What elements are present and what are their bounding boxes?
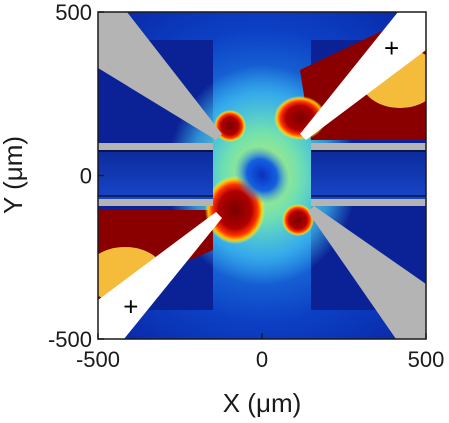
y-tick-label: 500 bbox=[55, 0, 92, 25]
x-axis: -500 0 500 bbox=[76, 333, 444, 372]
plus-marker: + bbox=[123, 291, 138, 321]
x-tick-label: 500 bbox=[408, 347, 445, 372]
x-tick-label: 0 bbox=[256, 347, 268, 372]
x-tick-label: -500 bbox=[76, 347, 120, 372]
field-heatmap bbox=[98, 12, 426, 339]
center-minimum bbox=[234, 146, 290, 204]
plus-marker: + bbox=[384, 33, 399, 63]
y-tick-label: 0 bbox=[80, 164, 92, 189]
annotations: ++ bbox=[123, 33, 399, 321]
y-tick-label: -500 bbox=[48, 327, 92, 352]
x-axis-title: X (μm) bbox=[223, 388, 302, 418]
y-axis-title: Y (μm) bbox=[0, 136, 28, 214]
electrodes bbox=[98, 12, 426, 339]
y-axis: -500 0 500 bbox=[48, 0, 104, 352]
